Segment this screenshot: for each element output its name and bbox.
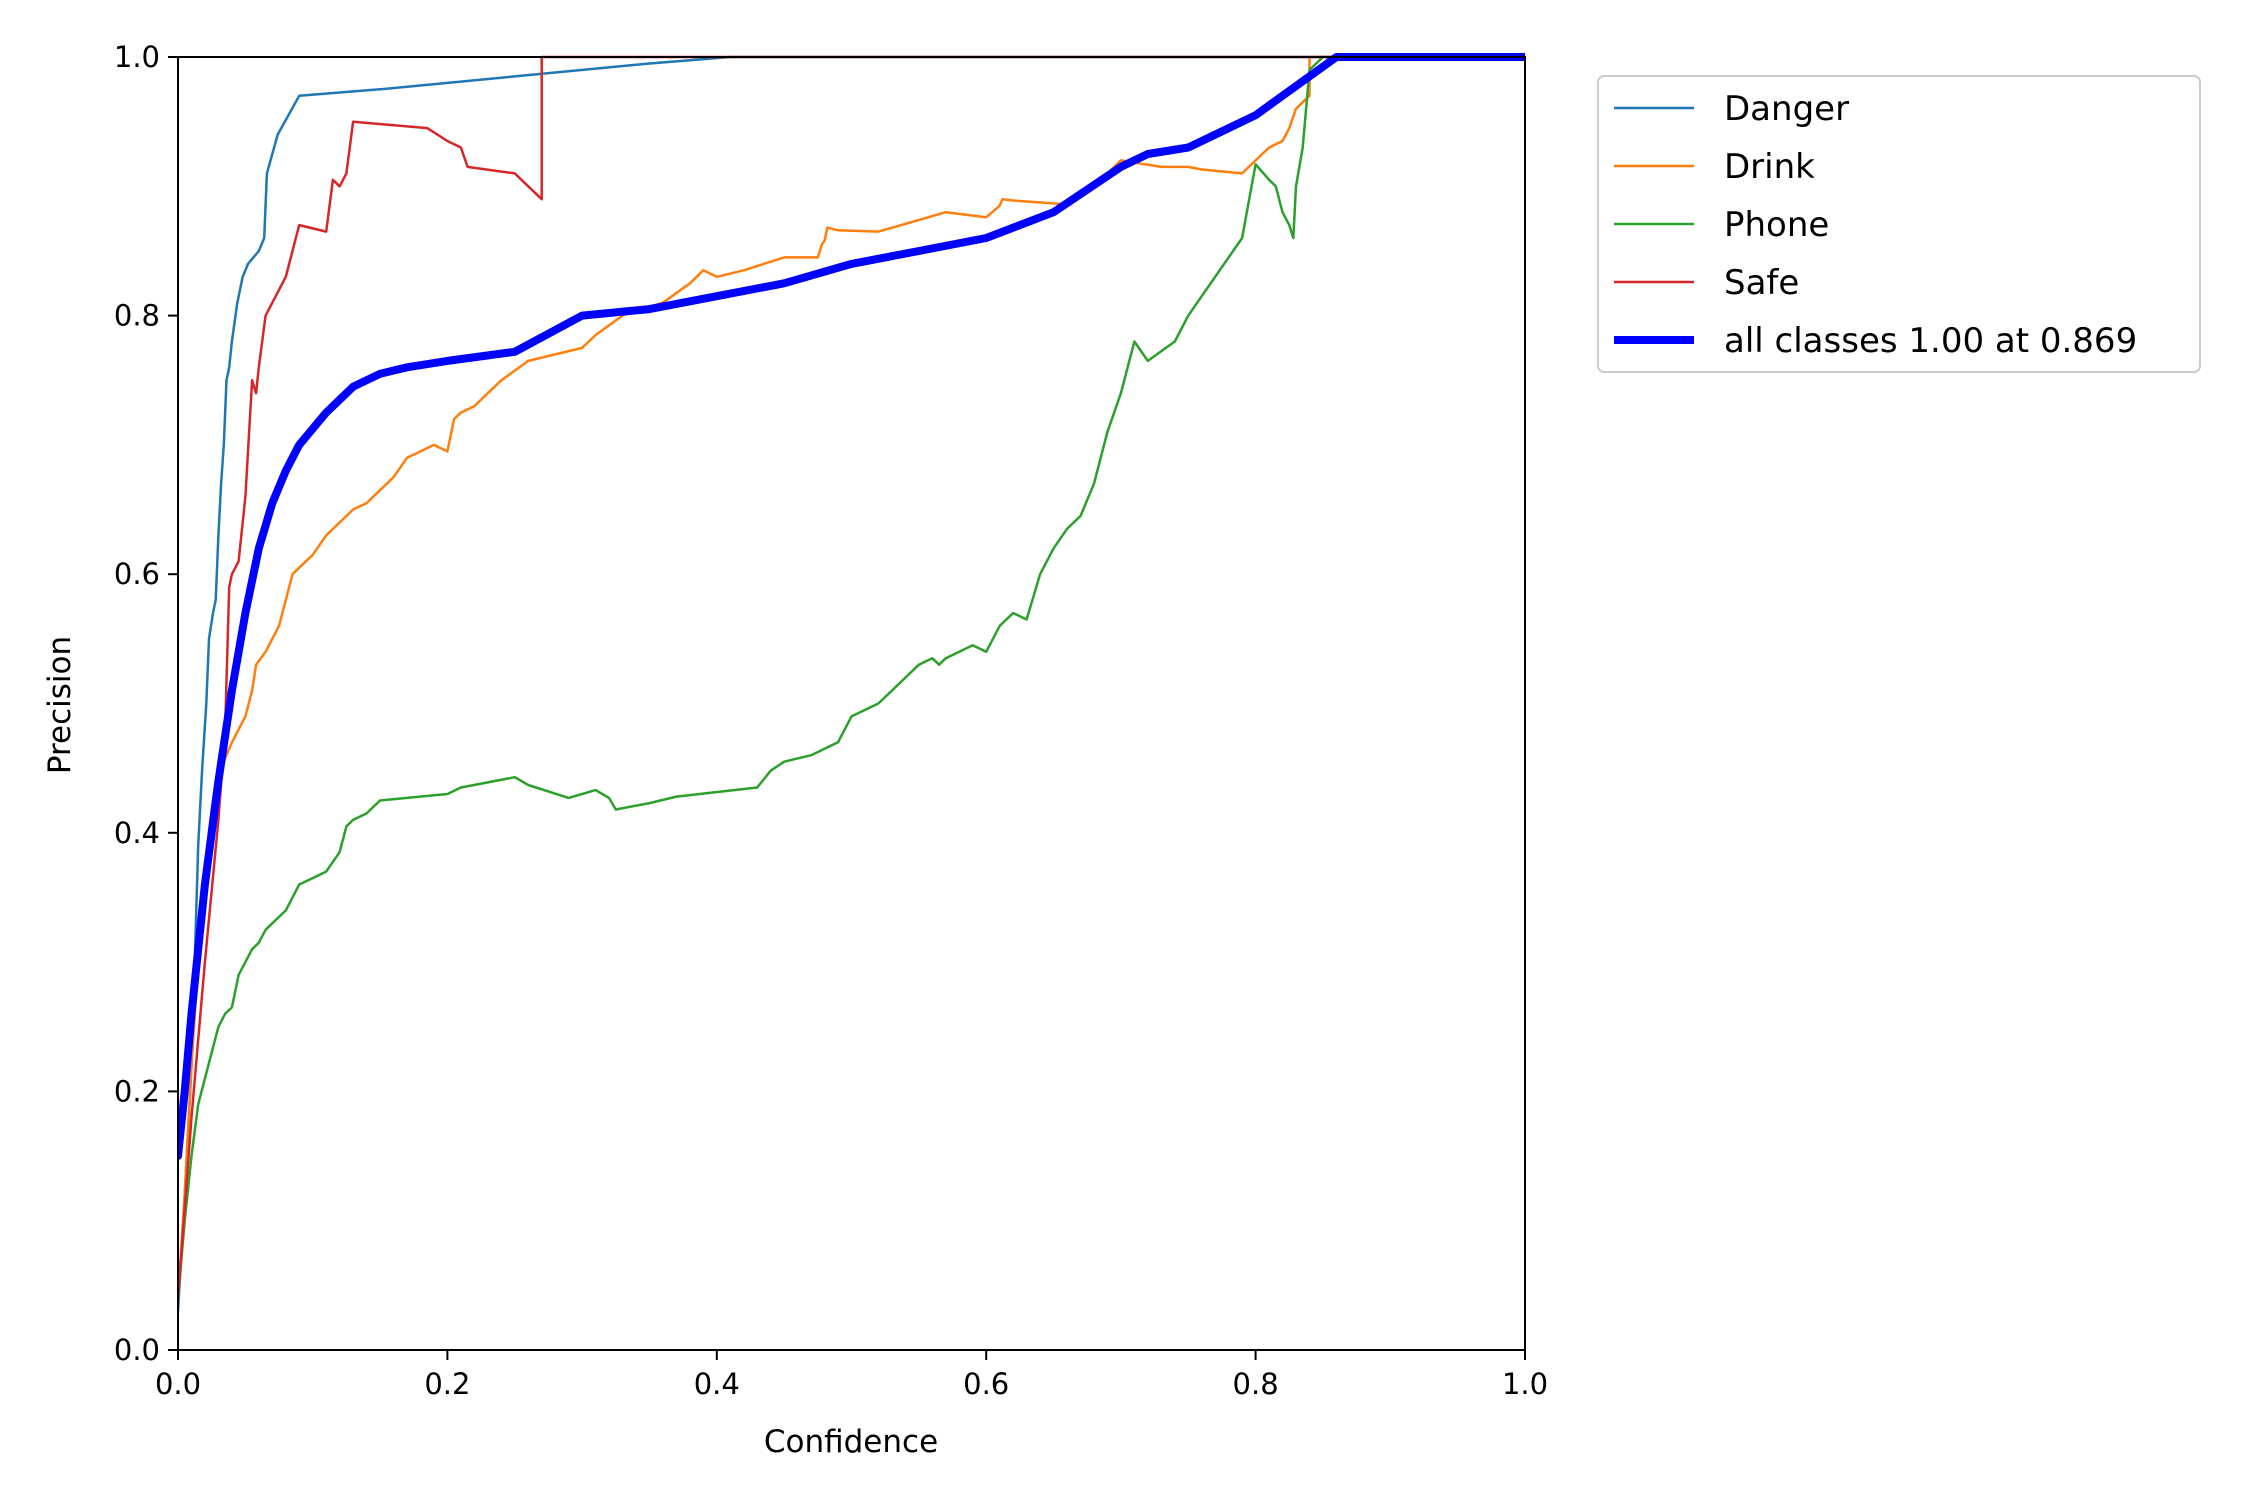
y-tick-label: 0.0	[114, 1333, 160, 1367]
legend-label-drink: Drink	[1724, 147, 1815, 187]
legend-label-safe: Safe	[1724, 263, 1799, 303]
y-tick-label: 0.2	[114, 1074, 160, 1108]
series-line-phone	[178, 55, 1525, 1300]
y-tick-label: 1.0	[114, 40, 160, 74]
y-axis: 0.0 0.2 0.4 0.6 0.8 1.0	[114, 40, 178, 1367]
series-line-safe	[178, 55, 1525, 1300]
x-axis-label: Confidence	[764, 1424, 938, 1460]
legend: Danger Drink Phone Safe all classes 1.00 at …	[1597, 75, 2201, 373]
x-axis: 0.0 0.2 0.4 0.6 0.8 1.0	[155, 1350, 1548, 1401]
x-tick-label: 1.0	[1502, 1367, 1548, 1401]
x-tick-label: 0.0	[155, 1367, 201, 1401]
x-tick-label: 0.4	[694, 1367, 740, 1401]
legend-label-danger: Danger	[1724, 89, 1849, 129]
y-axis-label: Precision	[42, 636, 78, 774]
series-line-all	[178, 53, 1525, 1160]
y-tick-label: 0.6	[114, 557, 160, 591]
y-tick-label: 0.4	[114, 816, 160, 850]
x-tick-label: 0.2	[424, 1367, 470, 1401]
series-layer	[178, 53, 1525, 1313]
x-tick-label: 0.6	[963, 1367, 1009, 1401]
series-line-danger	[178, 55, 1525, 1313]
legend-frame	[1597, 75, 2201, 373]
series-line-drink	[178, 55, 1525, 1300]
y-tick-label: 0.8	[114, 299, 160, 333]
x-tick-label: 0.8	[1233, 1367, 1279, 1401]
legend-label-all: all classes 1.00 at 0.869	[1724, 321, 2137, 361]
plot-frame	[177, 56, 1526, 1351]
legend-label-phone: Phone	[1724, 205, 1829, 245]
